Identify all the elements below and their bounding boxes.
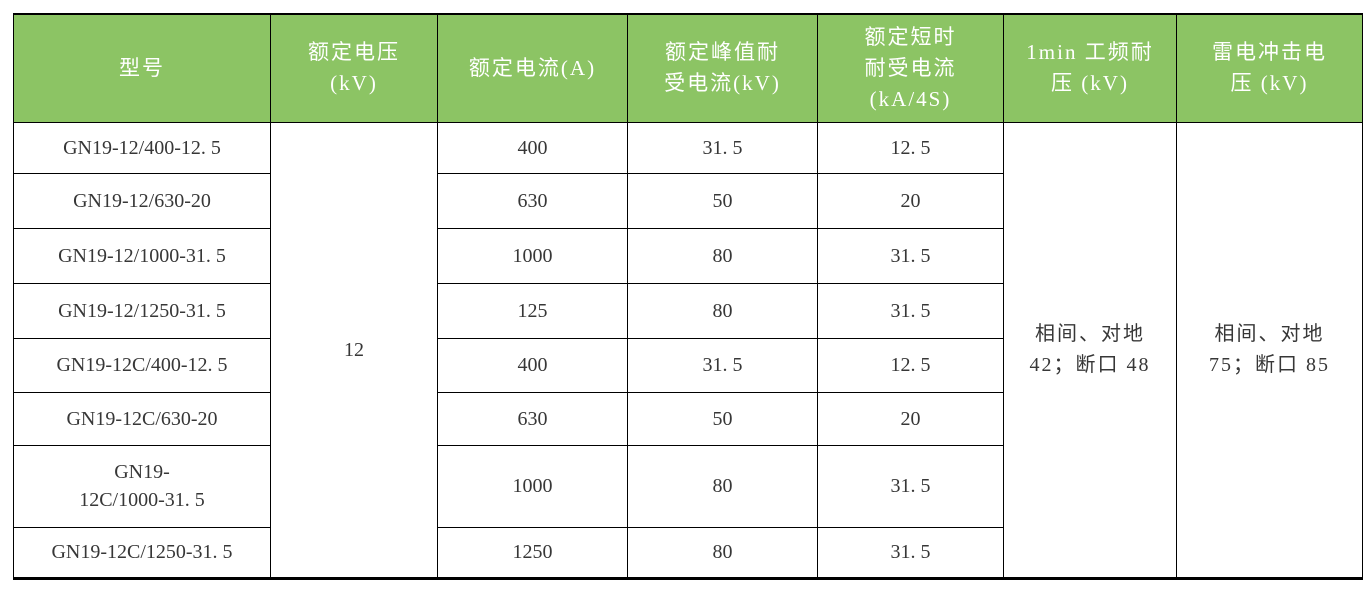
header-cell-impulse: 雷电冲击电 压 (kV) xyxy=(1176,13,1363,123)
header-cell-peak: 额定峰值耐 受电流(kV) xyxy=(627,13,818,123)
cell-short-time: 12. 5 xyxy=(817,337,1004,393)
header-cell-voltage: 额定电压 (kV) xyxy=(270,13,438,123)
cell-current: 1250 xyxy=(437,526,628,579)
header-row: 型号 额定电压 (kV) 额定电流(A) 额定峰值耐 受电流(kV) 额定短时 … xyxy=(13,13,1363,123)
cell-peak: 80 xyxy=(627,227,818,284)
cell-peak: 31. 5 xyxy=(627,121,818,174)
merged-cell-voltage: 12 xyxy=(270,121,438,579)
merged-cell-impulse: 相间、对地 75；断口 85 xyxy=(1176,121,1363,579)
cell-model: GN19-12/1000-31. 5 xyxy=(13,227,271,284)
table-row: GN19-12C/630-20 630 50 20 xyxy=(13,391,1363,446)
cell-current: 400 xyxy=(437,337,628,393)
table-row: GN19-12C/1250-31. 5 1250 80 31. 5 xyxy=(13,526,1363,579)
cell-peak: 50 xyxy=(627,172,818,229)
cell-short-time: 31. 5 xyxy=(817,227,1004,284)
cell-peak: 80 xyxy=(627,444,818,528)
cell-peak: 50 xyxy=(627,391,818,446)
table-row: GN19-12/1000-31. 5 1000 80 31. 5 xyxy=(13,227,1363,284)
cell-current: 630 xyxy=(437,391,628,446)
cell-model: GN19-12C/400-12. 5 xyxy=(13,337,271,393)
table-row: GN19-12/630-20 630 50 20 xyxy=(13,172,1363,229)
cell-short-time: 20 xyxy=(817,391,1004,446)
cell-short-time: 12. 5 xyxy=(817,121,1004,174)
cell-peak: 31. 5 xyxy=(627,337,818,393)
header-cell-current: 额定电流(A) xyxy=(437,13,628,123)
cell-current: 125 xyxy=(437,282,628,339)
cell-model: GN19-12/1250-31. 5 xyxy=(13,282,271,339)
cell-current: 1000 xyxy=(437,444,628,528)
table-row: GN19-12/400-12. 5 12 400 31. 5 12. 5 相间、… xyxy=(13,121,1363,579)
cell-short-time: 31. 5 xyxy=(817,444,1004,528)
cell-peak: 80 xyxy=(627,526,818,579)
cell-model: GN19-12/400-12. 5 xyxy=(13,121,271,174)
header-cell-power-freq: 1min 工频耐 压 (kV) xyxy=(1003,13,1177,123)
cell-current: 630 xyxy=(437,172,628,229)
cell-current: 400 xyxy=(437,121,628,174)
cell-peak: 80 xyxy=(627,282,818,339)
cell-model: GN19- 12C/1000-31. 5 xyxy=(13,444,271,528)
cell-current: 1000 xyxy=(437,227,628,284)
header-cell-model: 型号 xyxy=(13,13,271,123)
cell-short-time: 31. 5 xyxy=(817,526,1004,579)
table-row: GN19-12/1250-31. 5 125 80 31. 5 xyxy=(13,282,1363,339)
cell-model: GN19-12C/630-20 xyxy=(13,391,271,446)
cell-short-time: 31. 5 xyxy=(817,282,1004,339)
header-cell-short-time: 额定短时 耐受电流 (kA/4S) xyxy=(817,13,1004,123)
spec-table: 型号 额定电压 (kV) 额定电流(A) 额定峰值耐 受电流(kV) 额定短时 … xyxy=(13,13,1363,580)
cell-short-time: 20 xyxy=(817,172,1004,229)
table-row: GN19-12C/400-12. 5 400 31. 5 12. 5 xyxy=(13,337,1363,393)
cell-model: GN19-12C/1250-31. 5 xyxy=(13,526,271,579)
cell-model: GN19-12/630-20 xyxy=(13,172,271,229)
merged-cell-power-freq: 相间、对地 42；断口 48 xyxy=(1003,121,1177,579)
